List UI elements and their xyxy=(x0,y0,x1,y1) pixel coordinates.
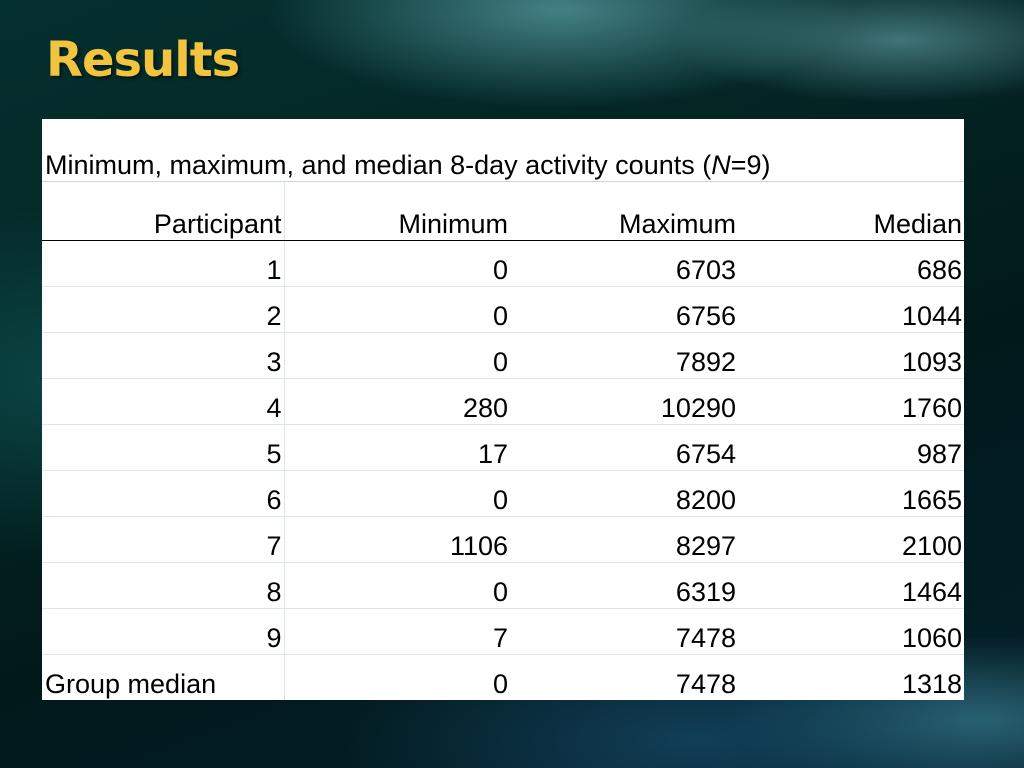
cell-minimum: 0 xyxy=(284,240,510,287)
caption-text-after: =9) xyxy=(730,150,771,180)
results-table-container: Minimum, maximum, and median 8-day activ… xyxy=(42,119,965,700)
cell-participant: 8 xyxy=(42,562,285,609)
table-header-row: Participant Minimum Maximum Median xyxy=(42,181,965,241)
cell-median: 1044 xyxy=(738,286,965,333)
cell-median: 1760 xyxy=(738,378,965,425)
cell-participant: 5 xyxy=(42,424,285,471)
cell-median: 1060 xyxy=(738,608,965,655)
cell-minimum: 7 xyxy=(284,608,510,655)
table-caption: Minimum, maximum, and median 8-day activ… xyxy=(42,119,965,182)
table-row: 7 1106 8297 2100 xyxy=(42,516,965,563)
cell-median: 2100 xyxy=(738,516,965,563)
cell-maximum: 8200 xyxy=(510,470,738,517)
table-row: 6 0 8200 1665 xyxy=(42,470,965,517)
activity-counts-table: Minimum, maximum, and median 8-day activ… xyxy=(42,119,965,700)
group-median-median: 1318 xyxy=(738,654,965,700)
cell-participant: 4 xyxy=(42,378,285,425)
cell-median: 686 xyxy=(738,240,965,287)
header-median: Median xyxy=(738,181,965,241)
cell-participant: 2 xyxy=(42,286,285,333)
cell-minimum: 0 xyxy=(284,470,510,517)
cell-participant: 7 xyxy=(42,516,285,563)
header-maximum: Maximum xyxy=(510,181,738,241)
caption-text-before: Minimum, maximum, and median 8-day activ… xyxy=(45,150,712,180)
table-row: 3 0 7892 1093 xyxy=(42,332,965,379)
table-row: 8 0 6319 1464 xyxy=(42,562,965,609)
cell-median: 1665 xyxy=(738,470,965,517)
cell-participant: 3 xyxy=(42,332,285,379)
table-row: 4 280 10290 1760 xyxy=(42,378,965,425)
group-median-row: Group median 0 7478 1318 xyxy=(42,654,965,700)
table-row: 9 7 7478 1060 xyxy=(42,608,965,655)
cell-participant: 9 xyxy=(42,608,285,655)
cell-median: 1093 xyxy=(738,332,965,379)
cell-median: 1464 xyxy=(738,562,965,609)
group-median-maximum: 7478 xyxy=(510,654,738,700)
slide-title: Results xyxy=(46,32,240,88)
cell-minimum: 0 xyxy=(284,286,510,333)
caption-text-italic: N xyxy=(711,150,731,180)
table-row: 2 0 6756 1044 xyxy=(42,286,965,333)
cell-minimum: 17 xyxy=(284,424,510,471)
header-minimum: Minimum xyxy=(284,181,510,241)
cell-maximum: 6754 xyxy=(510,424,738,471)
table-caption-row: Minimum, maximum, and median 8-day activ… xyxy=(42,119,965,182)
header-participant: Participant xyxy=(42,181,285,241)
table-row: 5 17 6754 987 xyxy=(42,424,965,471)
cell-minimum: 1106 xyxy=(284,516,510,563)
cell-minimum: 0 xyxy=(284,562,510,609)
cell-maximum: 7892 xyxy=(510,332,738,379)
cell-maximum: 10290 xyxy=(510,378,738,425)
cell-median: 987 xyxy=(738,424,965,471)
cell-maximum: 8297 xyxy=(510,516,738,563)
cell-maximum: 7478 xyxy=(510,608,738,655)
cell-participant: 1 xyxy=(42,240,285,287)
cell-minimum: 280 xyxy=(284,378,510,425)
cell-maximum: 6703 xyxy=(510,240,738,287)
group-median-minimum: 0 xyxy=(284,654,510,700)
table-row: 1 0 6703 686 xyxy=(42,240,965,287)
cell-minimum: 0 xyxy=(284,332,510,379)
cell-maximum: 6756 xyxy=(510,286,738,333)
group-median-label: Group median xyxy=(42,654,285,700)
cell-participant: 6 xyxy=(42,470,285,517)
cell-maximum: 6319 xyxy=(510,562,738,609)
table-body: 1 0 6703 686 2 0 6756 1044 3 0 7892 1093 4 280 10290 17… xyxy=(42,240,965,655)
